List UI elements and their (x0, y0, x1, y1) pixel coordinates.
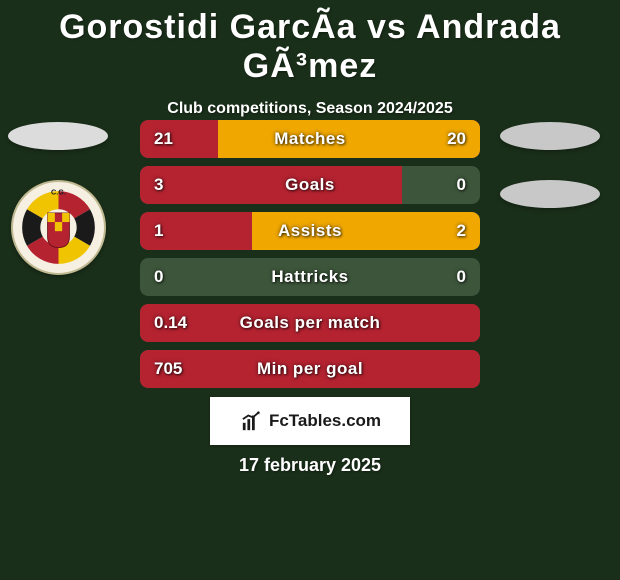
attribution-text: FcTables.com (269, 411, 381, 431)
date-label: 17 february 2025 (0, 455, 620, 476)
stat-label: Goals (194, 175, 426, 195)
right-team-ellipse-2 (500, 180, 600, 208)
bar-text: 705Min per goal (140, 350, 480, 388)
left-club-badge: C.G. (11, 180, 106, 275)
stat-left-value: 0.14 (154, 313, 194, 333)
bar-text: 21Matches20 (140, 120, 480, 158)
right-team-ellipse-1 (500, 122, 600, 150)
stat-left-value: 0 (154, 267, 194, 287)
stat-bar-row: 3Goals0 (140, 166, 480, 204)
stat-label: Matches (194, 129, 426, 149)
stat-label: Assists (194, 221, 426, 241)
stat-left-value: 21 (154, 129, 194, 149)
bar-text: 0.14Goals per match (140, 304, 480, 342)
comparison-infographic: Gorostidi GarcÃa vs Andrada GÃ³mez Club … (0, 0, 620, 580)
stat-bar-row: 1Assists2 (140, 212, 480, 250)
right-team-logos (500, 122, 600, 208)
stat-left-value: 705 (154, 359, 194, 379)
stat-bar-row: 21Matches20 (140, 120, 480, 158)
stat-bar-row: 0Hattricks0 (140, 258, 480, 296)
stat-bar-row: 705Min per goal (140, 350, 480, 388)
stat-bar-row: 0.14Goals per match (140, 304, 480, 342)
left-team-ellipse (8, 122, 108, 150)
stat-left-value: 3 (154, 175, 194, 195)
stat-label: Hattricks (194, 267, 426, 287)
stat-right-value: 0 (426, 267, 466, 287)
chart-icon (239, 410, 265, 432)
stat-left-value: 1 (154, 221, 194, 241)
bar-text: 1Assists2 (140, 212, 480, 250)
club-crest-icon: C.G. (13, 182, 104, 273)
stat-right-value: 0 (426, 175, 466, 195)
stat-right-value: 20 (426, 129, 466, 149)
svg-text:C.G.: C.G. (51, 188, 66, 197)
stat-label: Goals per match (194, 313, 426, 333)
attribution-badge: FcTables.com (210, 397, 410, 445)
left-team-logos: C.G. (8, 122, 108, 275)
bar-text: 3Goals0 (140, 166, 480, 204)
bar-text: 0Hattricks0 (140, 258, 480, 296)
stat-label: Min per goal (194, 359, 426, 379)
stat-right-value: 2 (426, 221, 466, 241)
stat-bars: 21Matches203Goals01Assists20Hattricks00.… (140, 120, 480, 388)
subtitle: Club competitions, Season 2024/2025 (0, 100, 620, 118)
page-title: Gorostidi GarcÃa vs Andrada GÃ³mez (0, 0, 620, 86)
